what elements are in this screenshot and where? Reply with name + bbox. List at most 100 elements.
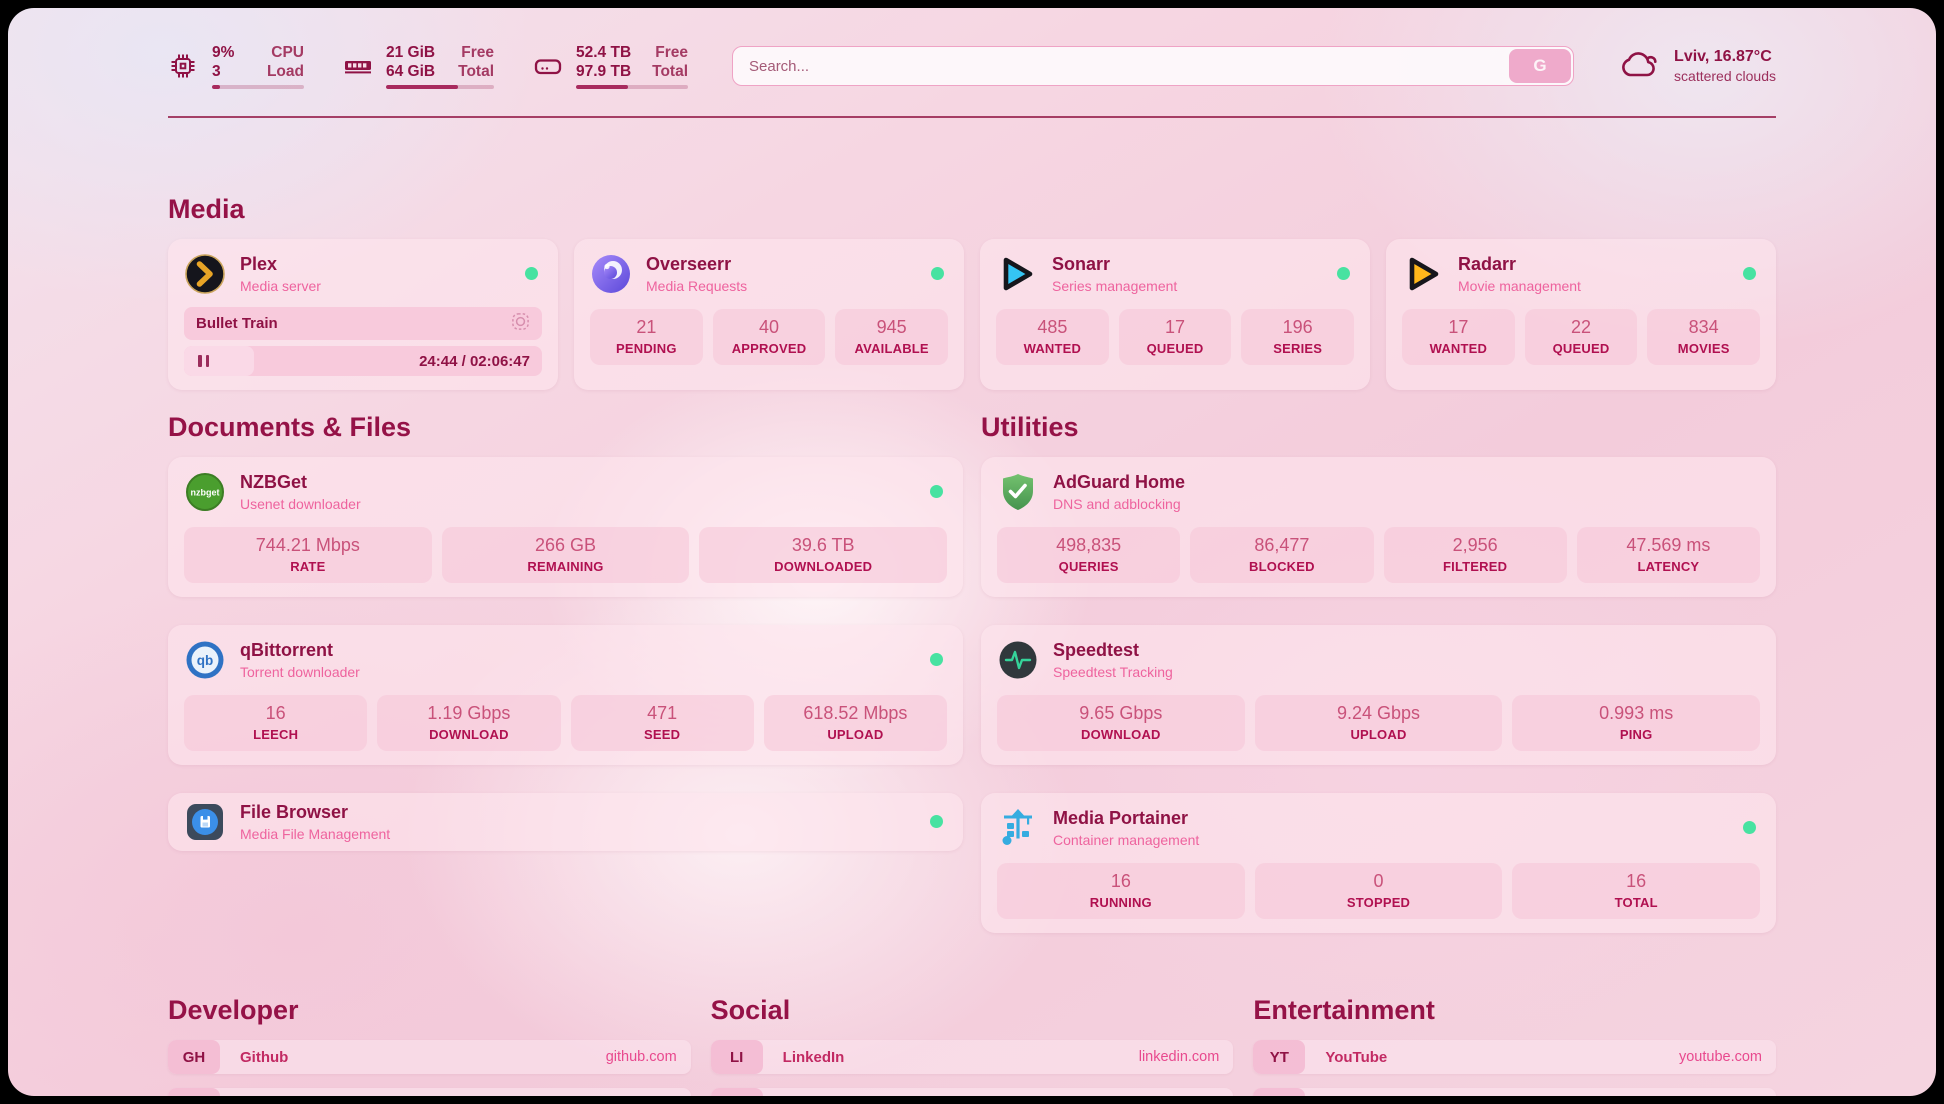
app-subtitle: Media Requests [646, 277, 748, 294]
app-card-speedtest[interactable]: Speedtest Speedtest Tracking 9.65 Gbps D… [981, 625, 1776, 765]
stat-rate: 744.21 Mbps RATE [184, 527, 432, 583]
cpu-progress-track [212, 85, 304, 90]
app-subtitle: Usenet downloader [240, 495, 361, 512]
app-card-radarr[interactable]: Radarr Movie management 17 WANTED 22 QUE… [1386, 239, 1776, 390]
disk-progress-fill [576, 85, 628, 90]
stat-ping: 0.993 ms PING [1512, 695, 1761, 751]
link-twitter[interactable]: TW Twitter twitter.com [710, 1088, 1234, 1096]
status-dot [525, 267, 538, 280]
weather-widget: Lviv, 16.87°C scattered clouds [1618, 46, 1776, 87]
stat-queries: 498,835 QUERIES [997, 527, 1181, 583]
system-stats: 9% 3 CPU Load [168, 43, 688, 90]
link-youtube[interactable]: YT YouTube youtube.com [1253, 1040, 1776, 1074]
stat-pending: 21 PENDING [590, 309, 703, 365]
header-divider [168, 116, 1776, 118]
disk-free-label: Free [655, 43, 688, 61]
link-linkedin[interactable]: LI LinkedIn linkedin.com [710, 1040, 1234, 1074]
status-dot [930, 653, 943, 666]
app-subtitle: DNS and adblocking [1053, 495, 1181, 512]
cpu-stat: 9% 3 CPU Load [168, 43, 304, 90]
radarr-icon [1402, 253, 1444, 295]
app-card-adguard[interactable]: AdGuard Home DNS and adblocking 498,835 … [981, 457, 1776, 597]
link-github[interactable]: GH Github github.com [168, 1040, 691, 1074]
app-card-plex[interactable]: Plex Media server Bullet Train [168, 239, 558, 390]
app-card-portainer[interactable]: Media Portainer Container management 16 … [981, 793, 1776, 933]
app-card-overseerr[interactable]: Overseerr Media Requests 21 PENDING 40 A… [574, 239, 964, 390]
status-dot [930, 485, 943, 498]
ram-icon [342, 50, 374, 82]
app-title: Plex [240, 254, 278, 275]
app-card-qbittorrent[interactable]: qb qBittorrent Torrent downloader 16 LEE… [168, 625, 963, 765]
app-title: Media Portainer [1053, 808, 1189, 829]
portainer-icon [997, 807, 1039, 849]
disk-total-value: 97.9 TB [576, 63, 632, 80]
stat-leech: 16 LEECH [184, 695, 368, 751]
ram-progress-track [386, 85, 494, 90]
app-title: Radarr [1458, 254, 1517, 275]
link-abbr: GH [168, 1040, 220, 1074]
ram-progress-fill [386, 85, 459, 90]
dashboard-page: 9% 3 CPU Load [8, 8, 1936, 1096]
cpu-progress-fill [212, 85, 221, 90]
storage-stat: 52.4 TB 97.9 TB Free Total [532, 43, 688, 90]
weather-condition: scattered clouds [1674, 68, 1776, 84]
link-stackoverflow[interactable]: SO StackOverflow stackoverflow.com [168, 1088, 691, 1096]
now-playing-title: Bullet Train [196, 315, 278, 332]
stat-downloaded: 39.6 TB DOWNLOADED [699, 527, 948, 583]
app-title: Overseerr [646, 254, 732, 275]
ram-free-value: 21 GiB [386, 43, 436, 61]
stat-latency: 47.569 ms LATENCY [1576, 527, 1760, 583]
adguard-icon [997, 471, 1039, 513]
link-netflix[interactable]: NF Netflix netflix.com [1253, 1088, 1776, 1096]
stat-total: 16 TOTAL [1512, 863, 1761, 919]
media-card-grid: Plex Media server Bullet Train [168, 239, 1776, 390]
playback-progress-bar: 24:44 / 02:06:47 [184, 346, 542, 376]
link-abbr: NF [1253, 1088, 1306, 1096]
stat-wanted: 17 WANTED [1402, 309, 1515, 365]
stat-download: 9.65 Gbps DOWNLOAD [997, 695, 1245, 751]
app-card-filebrowser[interactable]: File Browser Media File Management [168, 793, 963, 851]
section-title-media: Media [168, 194, 245, 224]
social-column: Social LI LinkedIn linkedin.com TW Twitt… [710, 995, 1234, 1096]
status-dot [931, 267, 944, 280]
disk-progress-track [576, 85, 688, 90]
app-title: Speedtest [1053, 640, 1140, 661]
search-input[interactable] [732, 46, 1575, 86]
disk-icon [532, 50, 564, 82]
app-card-sonarr[interactable]: Sonarr Series management 485 WANTED 17 Q… [980, 239, 1370, 390]
cpu-load-label: Load [266, 63, 304, 80]
stat-upload: 9.24 Gbps UPLOAD [1254, 695, 1503, 751]
stat-approved: 40 APPROVED [712, 309, 826, 365]
entertainment-column: Entertainment YT YouTube youtube.com NF … [1253, 995, 1776, 1096]
sonarr-icon [996, 253, 1038, 295]
stat-running: 16 RUNNING [997, 863, 1245, 919]
cpu-icon [168, 50, 200, 82]
app-card-nzbget[interactable]: nzbget NZBGet Usenet downloader 744.21 M… [168, 457, 963, 597]
disk-free-value: 52.4 TB [576, 43, 632, 61]
stat-movies: 834 MOVIES [1647, 309, 1761, 365]
status-dot [1743, 267, 1756, 280]
search-provider-button[interactable]: G [1509, 49, 1572, 83]
app-title: File Browser [240, 802, 349, 823]
memory-stat: 21 GiB 64 GiB Free Total [342, 43, 494, 90]
section-title-developer: Developer [168, 995, 299, 1025]
search-bar: G [732, 46, 1575, 86]
app-title: AdGuard Home [1053, 472, 1186, 493]
svg-text:qb: qb [197, 653, 214, 668]
developer-column: Developer GH Github github.com SO StackO… [168, 995, 691, 1096]
stat-series: 196 SERIES [1241, 309, 1355, 365]
stat-remaining: 266 GB REMAINING [441, 527, 690, 583]
playback-progress-fill [184, 346, 254, 376]
stat-wanted: 485 WANTED [996, 309, 1109, 365]
pause-icon[interactable] [198, 355, 209, 367]
app-title: Sonarr [1052, 254, 1111, 275]
app-subtitle: Movie management [1458, 277, 1581, 294]
overseerr-icon [590, 253, 632, 295]
status-dot [1337, 267, 1350, 280]
stat-queued: 22 QUEUED [1524, 309, 1638, 365]
status-dot [1743, 821, 1756, 834]
utilities-column: Utilities [981, 412, 1776, 961]
now-playing: Bullet Train 24:44 / 02:06:47 [184, 307, 542, 376]
app-subtitle: Torrent downloader [240, 663, 360, 680]
app-subtitle: Media server [240, 277, 321, 294]
